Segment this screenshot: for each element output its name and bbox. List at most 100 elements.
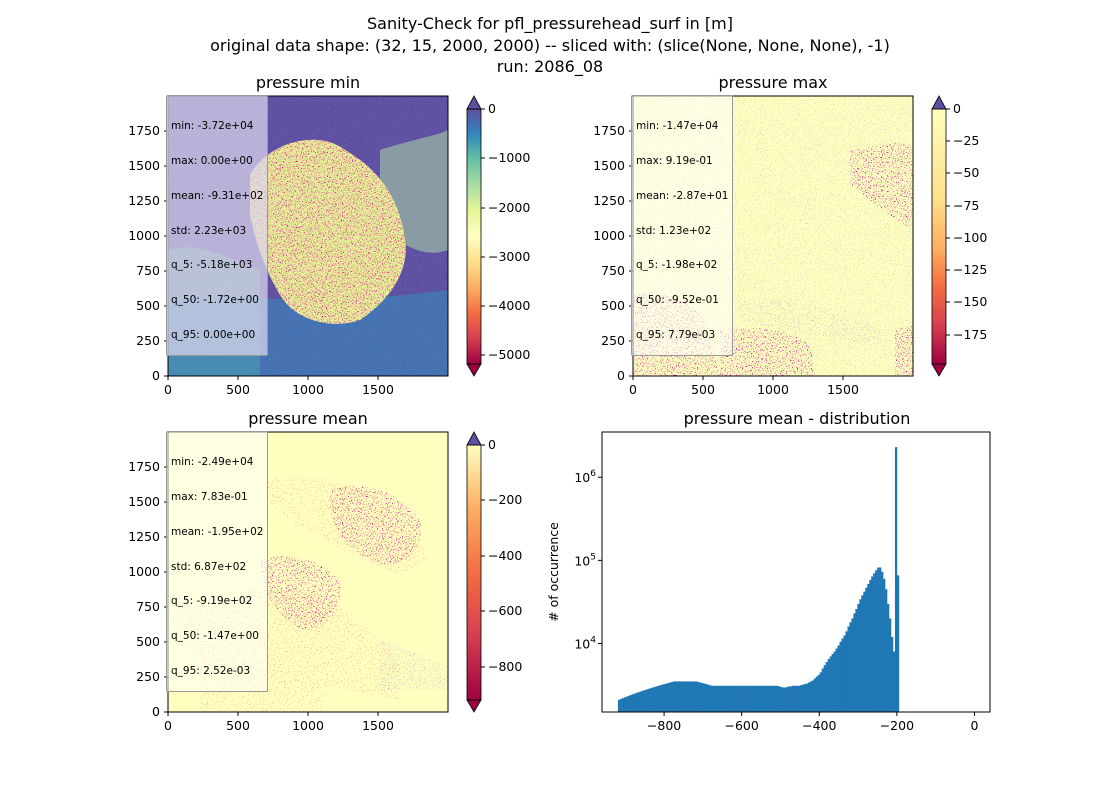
- y-tick-label: 500: [136, 634, 160, 649]
- histogram-bar: [714, 685, 718, 712]
- x-axis-ticks: 0 500 1000 1500: [629, 376, 859, 397]
- histogram-bar: [887, 603, 890, 712]
- y-tick-label: 1000: [128, 228, 160, 243]
- histogram-bar: [881, 571, 884, 712]
- histogram-bar: [699, 682, 702, 712]
- colorbar-ticks: 0 −200 −400 −600 −800: [481, 437, 522, 674]
- x-tick-label: 0: [164, 382, 172, 397]
- histogram-bar: [691, 681, 694, 712]
- y-tick-label: 1000: [593, 228, 625, 243]
- panel-title: pressure min: [256, 73, 360, 92]
- histogram-bar: [704, 684, 708, 712]
- x-tick-label: 500: [226, 382, 250, 397]
- histogram-bar: [667, 682, 670, 712]
- histogram-bar: [811, 680, 815, 712]
- y-tick-label: 250: [136, 669, 160, 684]
- stat-line: max: 7.83e-01: [171, 490, 248, 503]
- suptitle-line-2: original data shape: (32, 15, 2000, 2000…: [210, 36, 890, 55]
- x-tick-label: 0: [629, 382, 637, 397]
- histogram-bar: [683, 681, 686, 712]
- histogram-bar: [653, 686, 656, 712]
- stat-line: q_50: -1.47e+00: [171, 630, 259, 643]
- histogram-bar: [619, 699, 623, 712]
- stat-line: mean: -1.95e+02: [171, 525, 264, 538]
- y-tick-label: 250: [601, 333, 625, 348]
- histogram-bar: [807, 682, 811, 712]
- histogram-bar: [736, 685, 739, 712]
- x-tick-label: 1500: [362, 718, 394, 733]
- x-tick-label: −600: [725, 718, 759, 733]
- histogram-bar: [701, 682, 704, 712]
- histogram-bar: [760, 685, 763, 712]
- histogram-bar: [819, 672, 823, 712]
- panel-title: pressure mean: [248, 409, 368, 428]
- panel-title: pressure max: [718, 73, 827, 92]
- histogram-bar: [730, 685, 733, 712]
- colorbar-tick-label: −200: [488, 492, 522, 507]
- y-tick-label: 1250: [593, 193, 625, 208]
- stat-line: q_95: 2.52e-03: [171, 664, 251, 677]
- histogram-bar: [631, 694, 635, 712]
- histogram-bar: [805, 683, 809, 712]
- histogram-bar: [879, 567, 882, 712]
- histogram-bar: [869, 580, 872, 712]
- histogram-bar: [863, 591, 866, 712]
- y-tick-label: 0: [152, 704, 160, 719]
- histogram-bar: [799, 685, 803, 712]
- histogram-bar: [685, 681, 688, 712]
- histogram-bar: [748, 685, 751, 712]
- histogram-bar: [782, 687, 785, 712]
- colorbar-tick-label: −50: [953, 165, 979, 180]
- histogram-bar: [857, 603, 860, 712]
- histogram-bar: [829, 656, 832, 712]
- histogram-bar: [738, 685, 741, 712]
- colorbar-tick-label: 0: [488, 101, 496, 116]
- histogram-bar: [627, 695, 631, 712]
- colorbar-ticks: 0 −1000 −2000 −3000 −4000 −5000: [481, 101, 530, 362]
- histogram-bar: [746, 685, 749, 712]
- histogram-bar: [849, 622, 852, 712]
- histogram-bar: [792, 685, 795, 712]
- x-axis-ticks: −800 −600 −400 −200 0: [647, 712, 979, 733]
- stat-line: std: 1.23e+02: [636, 224, 712, 237]
- histogram-bar: [712, 685, 716, 712]
- y-tick-label: 1250: [128, 193, 160, 208]
- y-tick-label: 0: [617, 368, 625, 383]
- histogram-bar: [726, 685, 730, 712]
- histogram-bar: [845, 631, 848, 712]
- histogram-bar: [853, 613, 856, 712]
- histogram-bar: [651, 687, 654, 712]
- stat-line: q_5: -1.98e+02: [636, 259, 718, 272]
- histogram-bar: [894, 447, 898, 712]
- colorbar-tick-label: −4000: [488, 298, 530, 313]
- histogram-bar: [677, 681, 680, 712]
- stat-line: min: -2.49e+04: [171, 456, 254, 469]
- histogram-bar: [784, 687, 787, 712]
- y-tick-label: 0: [152, 368, 160, 383]
- colorbar-ticks: 0 −25 −50 −75 −100 −125 −150 −175: [946, 101, 987, 342]
- histogram-bar: [875, 570, 878, 712]
- stat-line: q_5: -9.19e+02: [171, 595, 253, 608]
- histogram-bar: [877, 567, 880, 712]
- stats-box-pressure-mean: min: -2.49e+04 max: 7.83e-01 mean: -1.95…: [166, 431, 269, 693]
- histogram-bar: [663, 684, 666, 712]
- histogram-bar: [815, 676, 819, 712]
- histogram-bars: [617, 447, 900, 712]
- x-tick-label: 1000: [292, 718, 324, 733]
- histogram-bar: [776, 685, 779, 712]
- histogram-bar: [635, 692, 638, 712]
- colorbar: 0 −200 −400 −600 −800: [466, 431, 522, 713]
- x-tick-label: 1000: [757, 382, 789, 397]
- histogram-bar: [764, 685, 767, 712]
- histogram-bar: [766, 685, 769, 712]
- histogram-bar: [896, 575, 900, 712]
- y-axis-ticks: 0 250 500 750 1000 1250 1500 1750: [593, 123, 633, 383]
- panel-title: pressure mean - distribution: [684, 409, 911, 428]
- histogram-bar: [671, 681, 674, 712]
- histogram-bar: [649, 688, 652, 712]
- stat-line: mean: -9.31e+02: [171, 189, 264, 202]
- colorbar-tick-label: −2000: [488, 200, 530, 215]
- histogram-bar: [720, 685, 724, 712]
- y-tick-label: 1500: [128, 158, 160, 173]
